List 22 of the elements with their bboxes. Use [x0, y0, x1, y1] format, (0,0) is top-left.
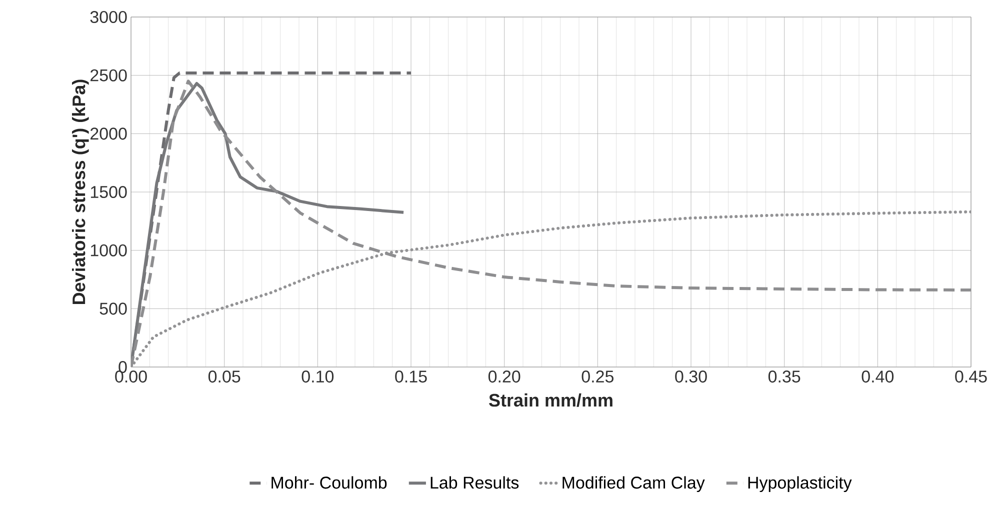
legend-label: Hypoplasticity [748, 476, 852, 492]
x-tick-label: 0.15 [395, 370, 427, 383]
legend-label: Mohr- Coulomb [272, 476, 387, 489]
x-tick-label: 0.40 [862, 370, 894, 383]
x-tick-label: 0.20 [488, 370, 520, 383]
x-tick-label: 0.25 [582, 370, 614, 383]
x-tick-label: 0.45 [955, 370, 987, 383]
legend-label: Lab Results [430, 476, 519, 489]
x-axis-title: Strain mm/mm [489, 393, 612, 407]
y-axis-title: Deviatoric stress (q') (kPa) [72, 80, 89, 304]
x-tick-label: 0.10 [302, 370, 334, 383]
y-tick-label: 1500 [90, 186, 127, 198]
y-tick-label: 2000 [90, 128, 127, 140]
x-tick-label: 0.30 [675, 370, 707, 383]
y-tick-label: 3000 [90, 10, 127, 24]
y-tick-label: 500 [100, 302, 127, 315]
legend-label: Modified Cam Clay [562, 476, 705, 492]
y-tick-label: 1000 [90, 244, 127, 256]
y-tick-label: 2500 [90, 69, 127, 82]
x-tick-label: 0.00 [115, 370, 147, 383]
x-tick-label: 0.05 [208, 370, 240, 383]
x-tick-label: 0.35 [768, 370, 800, 383]
